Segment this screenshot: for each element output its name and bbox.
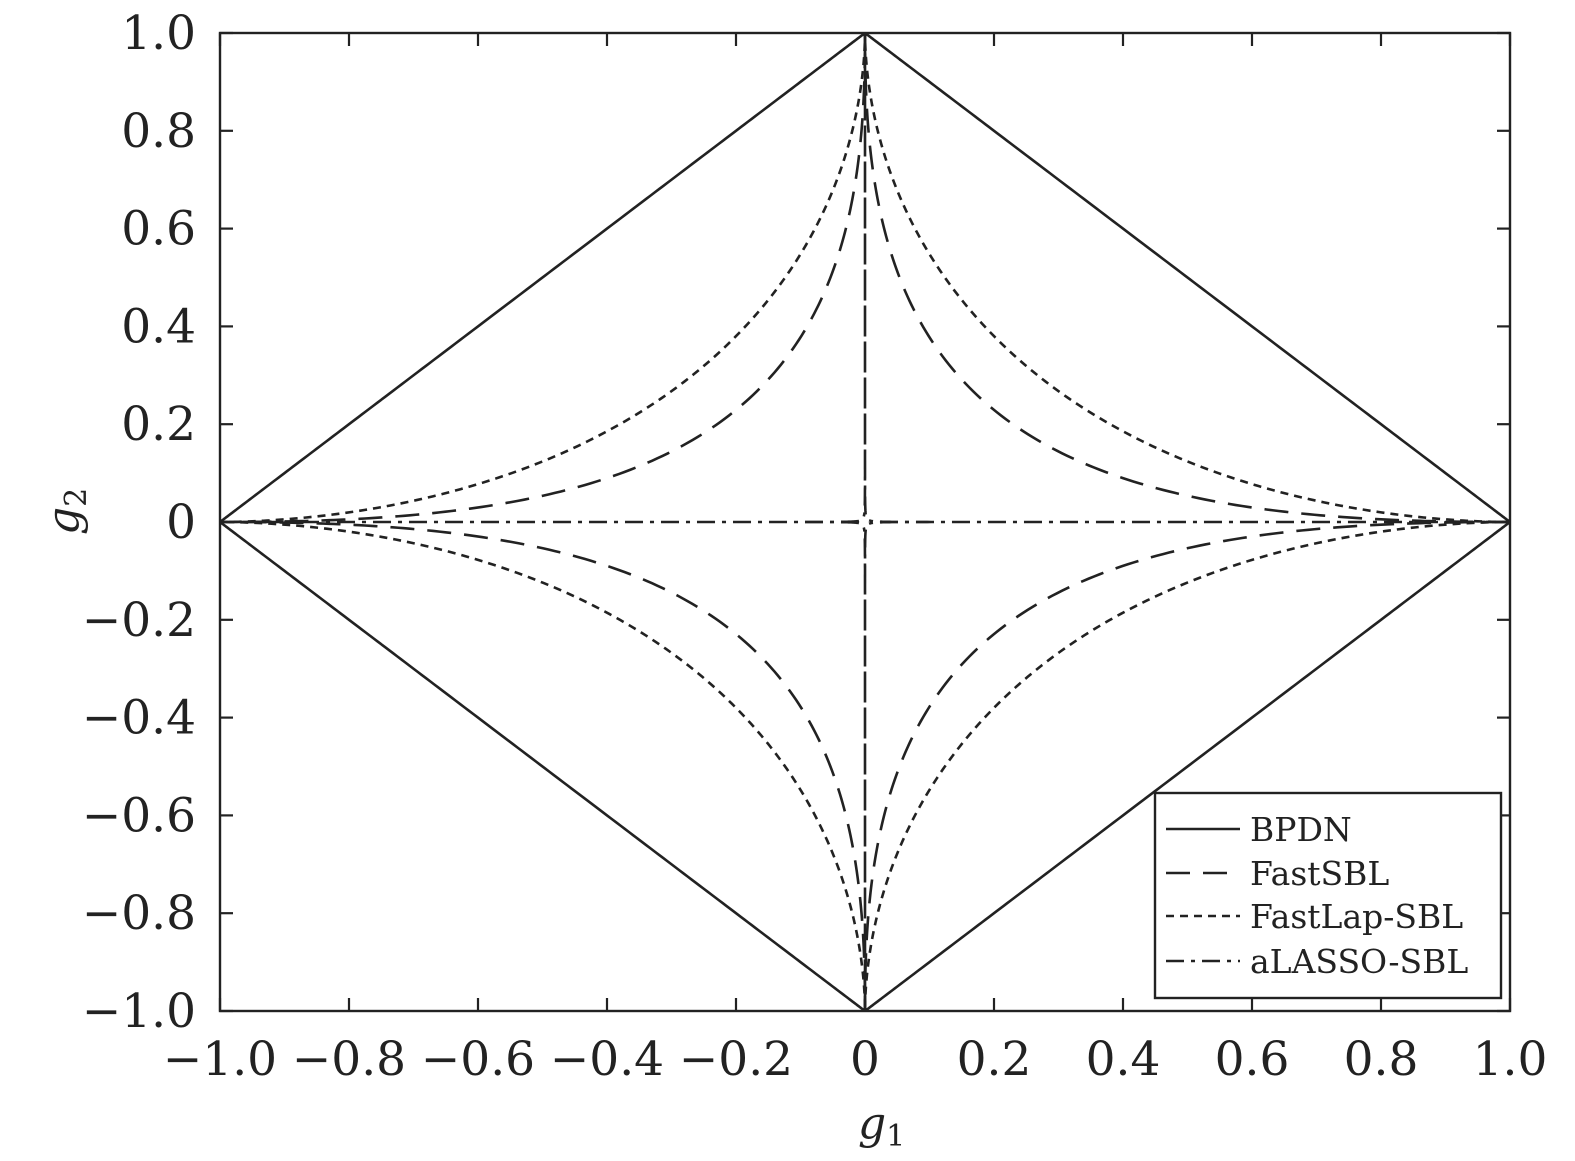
- x-tick-label-3: −0.4: [550, 1032, 664, 1087]
- y-tick-label-2: 0.6: [121, 202, 196, 257]
- y-tick-label-7: −0.4: [82, 691, 196, 746]
- x-tick-label-4: −0.2: [679, 1032, 793, 1087]
- y-axis-title-subscript: 2: [59, 488, 94, 507]
- y-tick-label-0: 1.0: [121, 6, 196, 61]
- x-tick-label-9: 0.8: [1344, 1032, 1419, 1087]
- y-axis-title: g2: [38, 488, 94, 535]
- legend-box: [1153, 791, 1503, 1000]
- y-tick-labels: 1.0 0.8 0.6 0.4 0.2 0 −0.2 −0.4 −0.6 −0.8 −1.0: [82, 6, 196, 1039]
- x-axis-title-subscript: 1: [886, 1119, 905, 1154]
- y-tick-label-10: −1.0: [82, 984, 196, 1039]
- axis-ticks: [218, 31, 1512, 1013]
- legend-label-bpdn: BPDN: [1250, 810, 1352, 849]
- y-tick-label-8: −0.6: [82, 788, 196, 843]
- y-tick-label-6: −0.2: [82, 593, 196, 648]
- x-tick-label-5: 0: [850, 1032, 880, 1087]
- series-line-alasso-sbl: [220, 33, 1510, 1011]
- x-axis-title: g1: [858, 1098, 905, 1154]
- series-line-bpdn: [220, 33, 1510, 1011]
- x-tick-label-7: 0.4: [1086, 1032, 1161, 1087]
- x-tick-labels: −1.0 −0.8 −0.6 −0.4 −0.2 0 0.2 0.4 0.6 0.8 1.0: [163, 1032, 1547, 1087]
- legend: BPDN FastSBL FastLap-SBL aLASSO-SBL: [1153, 791, 1503, 1000]
- x-tick-label-10: 1.0: [1473, 1032, 1548, 1087]
- x-tick-label-0: −1.0: [163, 1032, 277, 1087]
- x-axis-title-main: g: [858, 1098, 886, 1149]
- legend-label-fastsbl: FastSBL: [1250, 854, 1389, 893]
- y-tick-label-1: 0.8: [121, 104, 196, 159]
- x-tick-label-6: 0.2: [957, 1032, 1032, 1087]
- y-tick-label-5: 0: [166, 495, 196, 550]
- plot-curves: [220, 33, 1510, 1011]
- legend-label-fastlap-sbl: FastLap-SBL: [1250, 897, 1463, 936]
- x-tick-label-8: 0.6: [1215, 1032, 1290, 1087]
- series-line-fastsbl: [220, 33, 1510, 1011]
- y-tick-label-9: −0.8: [82, 886, 196, 941]
- legend-label-alasso-sbl: aLASSO-SBL: [1250, 942, 1468, 981]
- y-tick-label-3: 0.4: [121, 299, 196, 354]
- y-tick-label-4: 0.2: [121, 397, 196, 452]
- series-line-fastlap-sbl: [220, 33, 1510, 1011]
- x-tick-label-2: −0.6: [421, 1032, 535, 1087]
- x-tick-label-1: −0.8: [292, 1032, 406, 1087]
- y-axis-title-main: g: [38, 507, 89, 535]
